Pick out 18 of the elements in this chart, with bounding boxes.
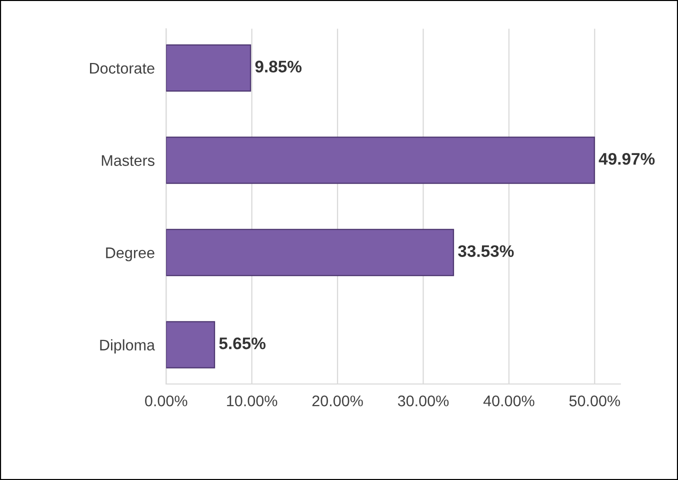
data-label: 33.53% bbox=[458, 245, 514, 258]
bar bbox=[166, 44, 252, 92]
data-label: 49.97% bbox=[598, 152, 655, 165]
x-tick-label: 30.00% bbox=[398, 396, 449, 406]
x-tick-label: 0.00% bbox=[145, 396, 188, 406]
y-tick-label: Doctorate bbox=[90, 63, 154, 74]
x-tick-label: 40.00% bbox=[483, 396, 534, 406]
bar bbox=[166, 321, 216, 368]
x-tick-label: 10.00% bbox=[227, 396, 278, 406]
bar bbox=[166, 136, 595, 184]
y-tick-label: Diploma bbox=[100, 339, 155, 354]
x-tick-label: 50.00% bbox=[569, 396, 620, 406]
bar bbox=[166, 228, 454, 276]
y-tick-label: Masters bbox=[102, 155, 154, 166]
data-label: 5.65% bbox=[219, 337, 266, 350]
x-tick-label: 20.00% bbox=[312, 396, 363, 406]
data-label: 9.85% bbox=[255, 60, 302, 72]
y-tick-label: Degree bbox=[106, 248, 154, 262]
